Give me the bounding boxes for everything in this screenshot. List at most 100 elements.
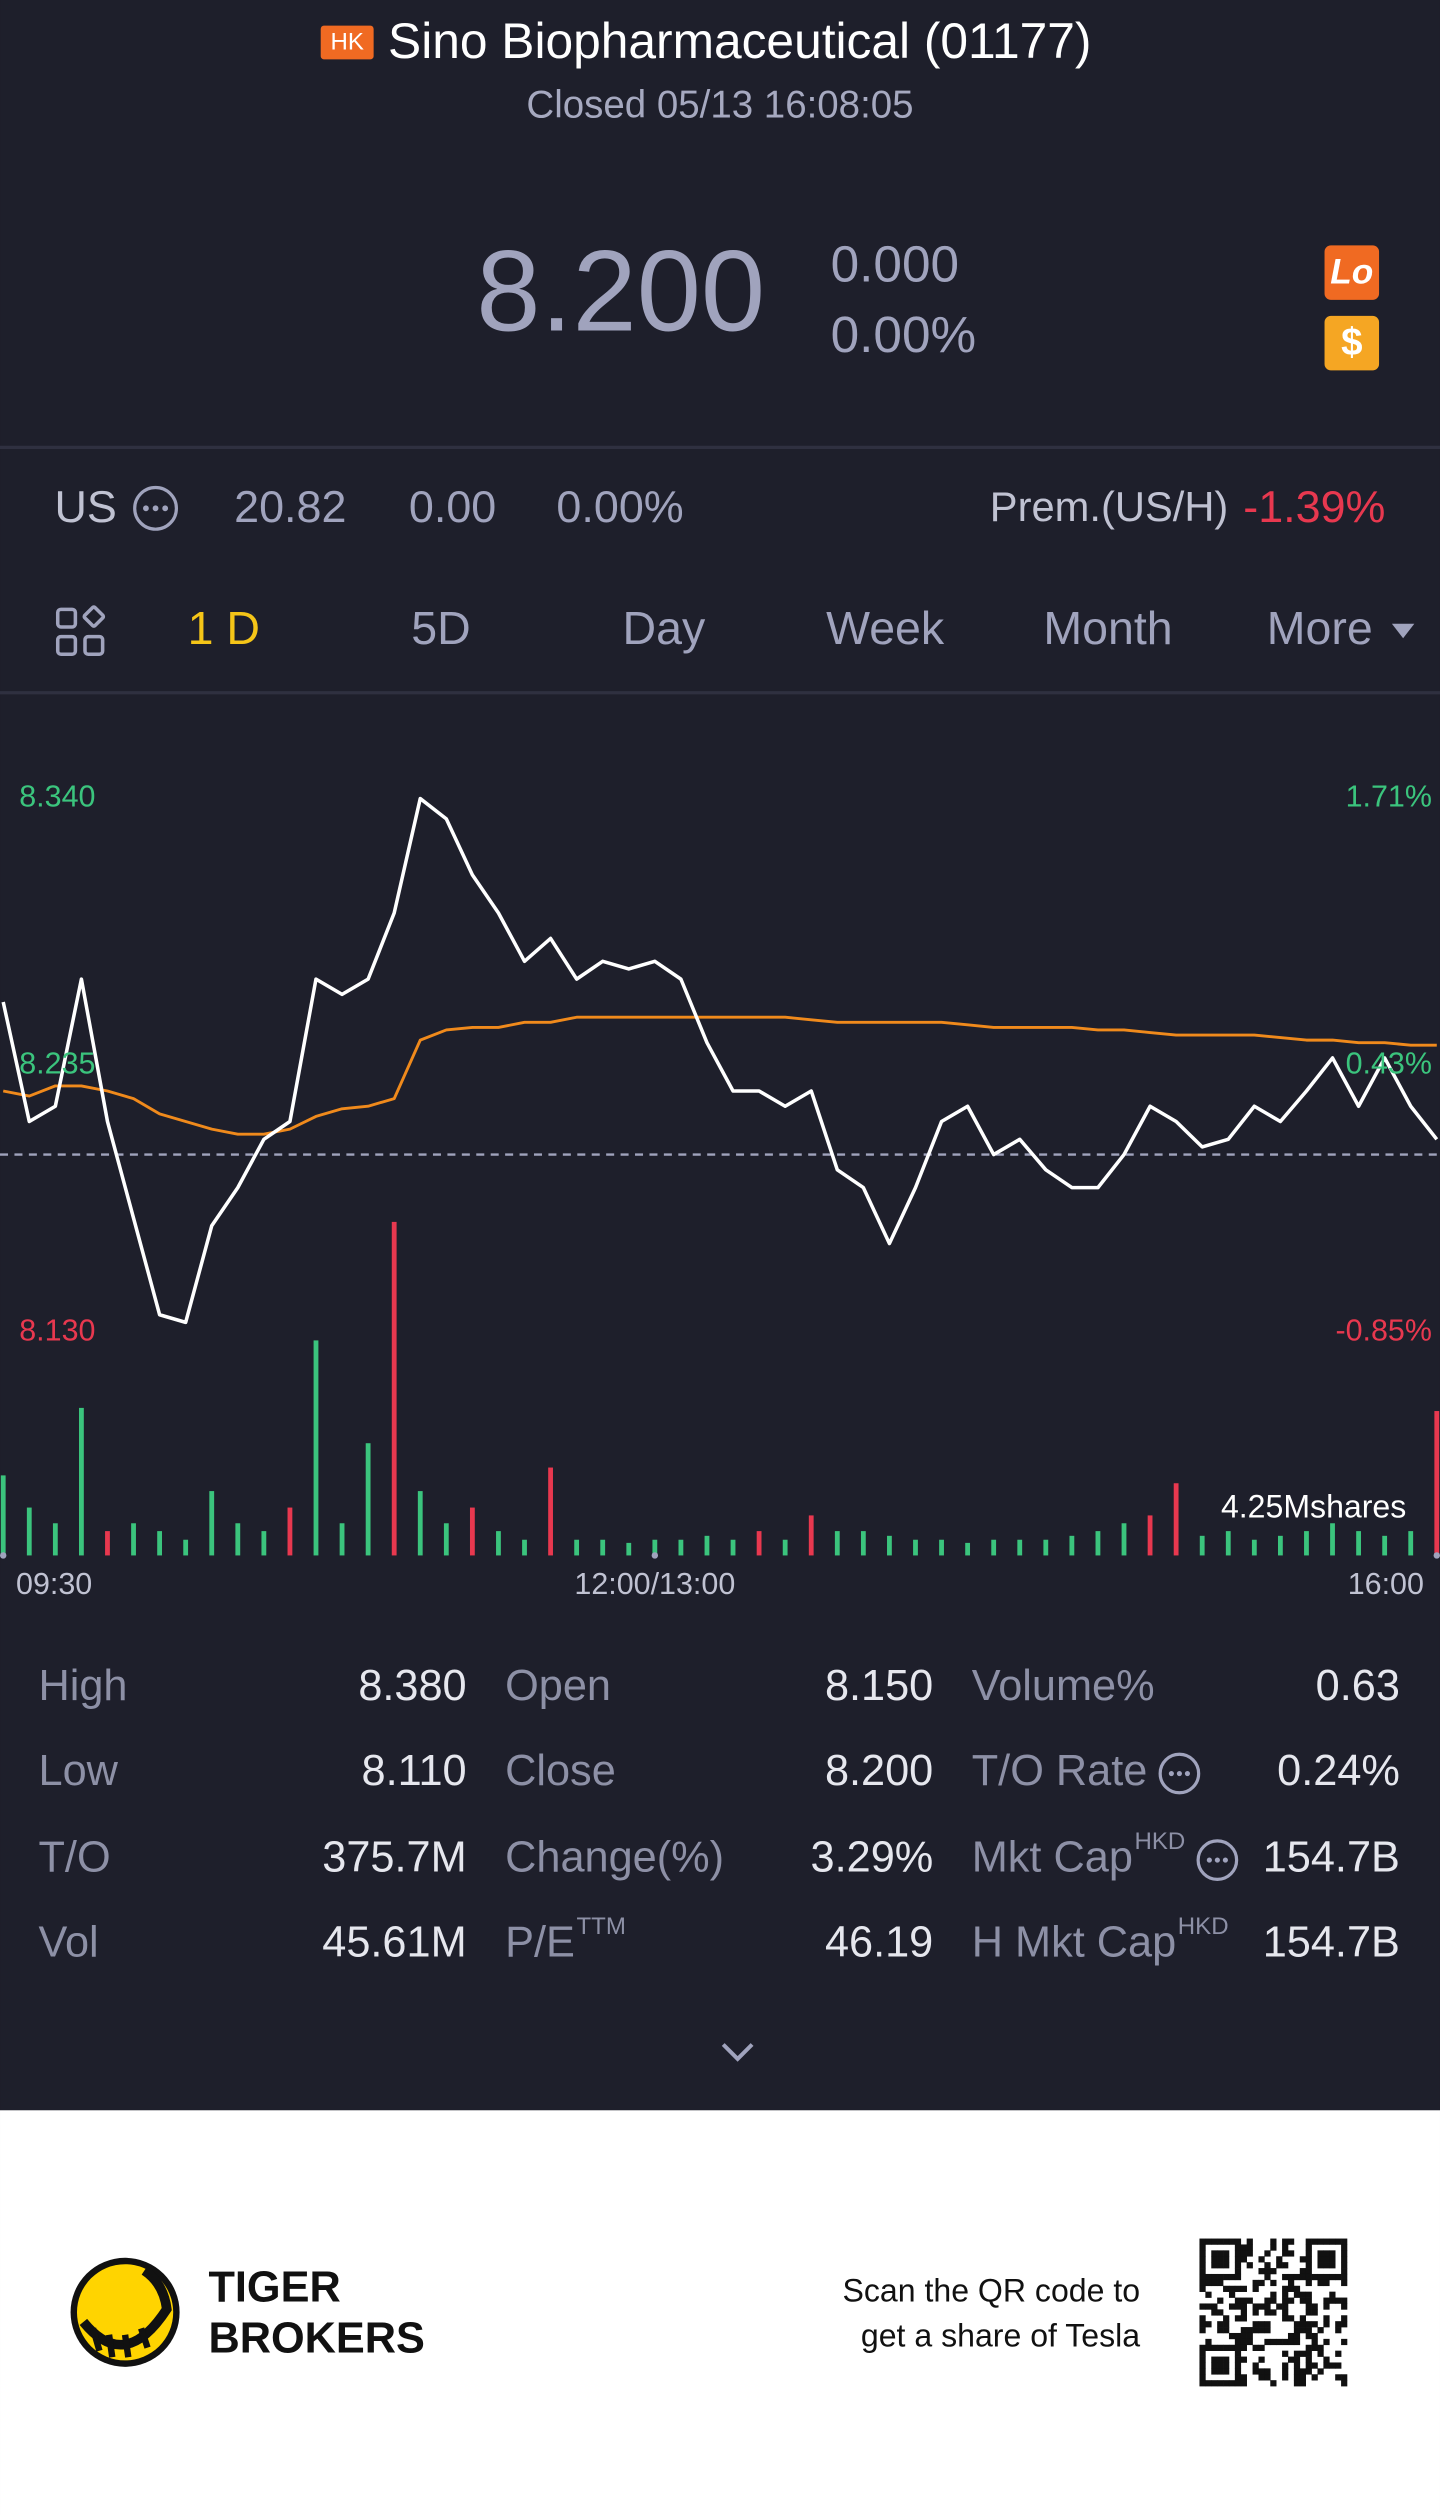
- qr-module: [1199, 2356, 1206, 2363]
- qr-module: [1305, 2362, 1312, 2369]
- qr-module: [1258, 2303, 1265, 2310]
- qr-module: [1264, 2338, 1271, 2346]
- volume-label: 4.25Mshares: [1221, 1488, 1406, 1524]
- volume-bar: [965, 1542, 971, 1556]
- volume-bar: [808, 1515, 814, 1556]
- volume-bar: [52, 1523, 58, 1556]
- tab[interactable]: Month: [1043, 602, 1172, 654]
- tab[interactable]: Day: [623, 602, 706, 654]
- qr-module: [1270, 2279, 1277, 2287]
- qr-module: [1305, 2327, 1312, 2334]
- volume-bar: [496, 1531, 501, 1556]
- qr-module: [1211, 2344, 1218, 2351]
- qr-module: [1323, 2356, 1330, 2363]
- qr-module: [1305, 2321, 1312, 2328]
- info-icon-dot[interactable]: [1168, 1770, 1174, 1777]
- x-tick-mark: [651, 1552, 659, 1559]
- qr-module: [1240, 2332, 1247, 2340]
- qr-module: [1305, 2291, 1312, 2298]
- info-icon-ring[interactable]: [1196, 1839, 1239, 1881]
- qr-module: [1258, 2268, 1265, 2275]
- x-tick-mark: [1433, 1552, 1440, 1559]
- qr-module: [1341, 2380, 1348, 2387]
- qr-module: [1293, 2356, 1301, 2363]
- info-icon-ring[interactable]: [1158, 1752, 1201, 1795]
- qr-module: [1264, 2297, 1271, 2304]
- info-icon-dot[interactable]: [1206, 1857, 1212, 1863]
- info-icon-dot[interactable]: [1222, 1857, 1228, 1863]
- volume-bar: [1330, 1523, 1335, 1556]
- qr-module: [1211, 2368, 1218, 2375]
- qr-module: [1264, 2368, 1271, 2375]
- info-icon[interactable]: [1158, 1752, 1201, 1795]
- qr-module: [1211, 2262, 1218, 2269]
- lo-badge-bg[interactable]: [1324, 245, 1380, 300]
- qr-module: [1341, 2268, 1348, 2275]
- dollar-badge-bg[interactable]: [1324, 315, 1380, 371]
- qr-module: [1234, 2332, 1242, 2340]
- info-icon[interactable]: [1196, 1839, 1239, 1881]
- qr-module: [1335, 2273, 1342, 2281]
- dollar-badge[interactable]: $: [1341, 321, 1362, 364]
- qr-module: [1228, 2285, 1236, 2292]
- info-icon-dot[interactable]: [1214, 1857, 1220, 1863]
- qr-module: [1299, 2374, 1306, 2381]
- volume-bar: [26, 1507, 32, 1556]
- dropdown-arrow[interactable]: [1391, 623, 1415, 639]
- volume-bar: [105, 1531, 110, 1556]
- qr-module: [1335, 2297, 1342, 2304]
- adr-price: 20.82: [234, 481, 346, 532]
- info-icon-dot[interactable]: [1176, 1770, 1182, 1777]
- tab[interactable]: More: [1267, 602, 1373, 654]
- premium: -1.39%: [1243, 481, 1385, 532]
- volume-bar: [1382, 1535, 1388, 1556]
- qr-module: [1282, 2368, 1289, 2375]
- qr-module: [1317, 2262, 1324, 2269]
- qr-module: [1264, 2268, 1271, 2275]
- qr-module: [1299, 2327, 1306, 2334]
- qr-module: [1299, 2380, 1306, 2387]
- qr-module: [1228, 2380, 1236, 2387]
- x-tick-label: 16:00: [1348, 1567, 1424, 1601]
- qr-module: [1311, 2344, 1318, 2351]
- qr-module: [1234, 2268, 1242, 2275]
- lo-badge[interactable]: Lo: [1330, 253, 1373, 292]
- qr-module: [1217, 2321, 1224, 2328]
- brand-line: TIGER: [208, 2263, 340, 2311]
- qr-module: [1223, 2321, 1230, 2328]
- qr-module: [1234, 2374, 1242, 2381]
- qr-module: [1234, 2256, 1242, 2263]
- qr-module: [1293, 2332, 1301, 2340]
- qr-module: [1299, 2315, 1306, 2322]
- tab[interactable]: 5D: [411, 602, 470, 654]
- layout-icon[interactable]: [55, 605, 106, 657]
- qr-module: [1311, 2238, 1318, 2245]
- volume-bar: [443, 1523, 449, 1556]
- qr-module: [1246, 2250, 1253, 2257]
- stat-label: Open: [505, 1662, 611, 1710]
- info-icon-dot[interactable]: [1184, 1770, 1190, 1777]
- intraday-chart: 4.25Mshares 8.340 8.235 8.130 1.71% 0.43% -0.8…: [0, 780, 1440, 1601]
- info-icon[interactable]: [133, 485, 179, 531]
- qr-module: [1329, 2256, 1336, 2263]
- volume-bar: [522, 1539, 527, 1556]
- tab-bar: 1 D 5D Day Week Month More: [188, 602, 1415, 654]
- qr-module: [1252, 2368, 1259, 2375]
- tab[interactable]: 1 D: [188, 602, 260, 654]
- volume-bar: [235, 1523, 241, 1556]
- qr-module: [1282, 2303, 1289, 2310]
- volume-bar: [1043, 1539, 1049, 1556]
- qr-module: [1341, 2279, 1348, 2287]
- volume-bar: [652, 1539, 658, 1556]
- qr-module: [1287, 2332, 1295, 2340]
- tab[interactable]: Week: [826, 602, 945, 654]
- background: [0, 0, 1440, 2110]
- stat-value: 45.61M: [322, 1919, 466, 1967]
- qr-module: [1217, 2368, 1224, 2375]
- market-badge-bg: [320, 25, 374, 60]
- expand-chevron[interactable]: [721, 2043, 754, 2062]
- stat-label-sup: HKD: [1178, 1913, 1229, 1940]
- footer: [0, 2110, 1440, 2515]
- qr-module: [1252, 2327, 1259, 2334]
